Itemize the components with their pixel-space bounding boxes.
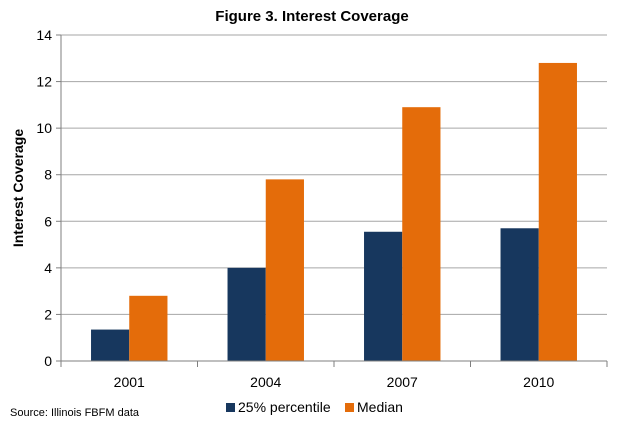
legend-label-p25: 25% percentile: [238, 399, 331, 415]
bar-2004-median: [265, 179, 304, 361]
bar-2007-median: [402, 107, 441, 361]
legend-swatch-median: [345, 403, 354, 412]
y-tick-label: 2: [44, 306, 52, 322]
x-tick-label: 2001: [114, 374, 145, 390]
y-tick-label: 12: [36, 74, 52, 90]
y-axis-label: Interest Coverage: [10, 129, 26, 247]
source-note: Source: Illinois FBFM data: [10, 407, 140, 419]
chart-title: Figure 3. Interest Coverage: [215, 8, 408, 25]
x-tick-label: 2010: [523, 374, 554, 390]
y-axis-ticks: 0 2 4 6 8 10 12 14: [36, 27, 61, 369]
x-tick-label: 2004: [250, 374, 281, 390]
bars: [91, 62, 577, 361]
legend: 25% percentile Median: [226, 399, 403, 415]
x-axis-ticks: 2001 2004 2007 2010: [60, 361, 608, 390]
bar-2004-p25: [227, 267, 266, 361]
bar-2010-p25: [500, 228, 539, 361]
y-tick-label: 10: [36, 120, 52, 136]
y-tick-label: 0: [44, 353, 52, 369]
bar-2010-median: [538, 62, 577, 361]
y-tick-label: 4: [44, 260, 52, 276]
bar-2001-p25: [91, 329, 130, 361]
gridlines: [61, 34, 607, 315]
legend-swatch-p25: [226, 403, 235, 412]
x-tick-label: 2007: [387, 374, 418, 390]
bar-2001-median: [129, 295, 168, 361]
y-tick-label: 8: [44, 167, 52, 183]
y-tick-label: 14: [36, 27, 52, 43]
y-tick-label: 6: [44, 213, 52, 229]
bar-2007-p25: [364, 231, 403, 361]
legend-label-median: Median: [357, 399, 403, 415]
